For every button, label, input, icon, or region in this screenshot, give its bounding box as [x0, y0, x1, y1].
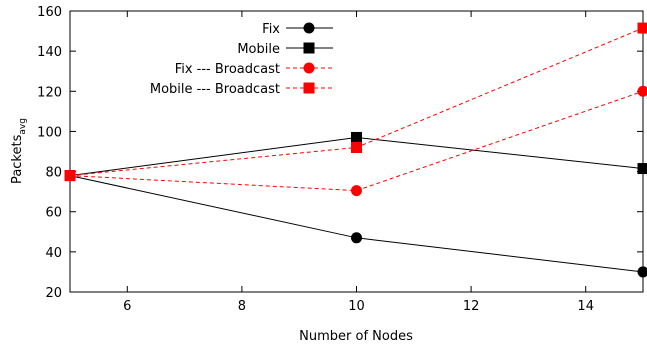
y-tick-label: 40: [45, 246, 62, 261]
y-tick-label: 140: [37, 45, 62, 60]
y-tick-label: 60: [45, 206, 62, 221]
legend: Fix Mobile Fix --- Broadcast Mobile --- Bro…: [150, 22, 333, 97]
legend-marker: [304, 83, 315, 94]
legend-marker: [304, 63, 315, 74]
data-point-series-4: [638, 23, 647, 34]
data-point-series-2: [638, 163, 647, 174]
data-point-series-2: [351, 132, 362, 143]
y-axis-label-subscript: avg: [18, 118, 28, 135]
x-tick-label: 6: [123, 299, 131, 314]
data-point-series-4: [351, 142, 362, 153]
data-point-series-1: [351, 232, 362, 243]
legend-label: Fix --- Broadcast: [175, 62, 280, 77]
x-axis-label: Number of Nodes: [299, 329, 413, 344]
y-axis-label: Packetsavg: [10, 118, 28, 184]
legend-marker: [304, 23, 315, 34]
y-axis-ticks: 20 40 60 80 100 120 140 160: [37, 5, 643, 301]
series-markers: [65, 23, 647, 278]
data-point-series-3: [351, 185, 362, 196]
y-tick-label: 20: [45, 286, 62, 301]
data-point-series-4: [65, 170, 76, 181]
series-line-4: [70, 28, 643, 176]
x-tick-label: 10: [348, 299, 365, 314]
legend-marker: [304, 43, 315, 54]
data-point-series-1: [638, 266, 647, 277]
x-tick-label: 8: [238, 299, 246, 314]
legend-label: Fix: [262, 22, 280, 37]
x-tick-label: 12: [463, 299, 480, 314]
x-axis-ticks: 6 8 10 12 14: [123, 11, 594, 314]
x-tick-label: 14: [577, 299, 594, 314]
data-point-series-3: [638, 86, 647, 97]
y-tick-label: 100: [37, 125, 62, 140]
y-tick-label: 80: [45, 166, 62, 181]
y-axis-label-main: Packets: [10, 134, 25, 184]
legend-label: Mobile --- Broadcast: [150, 82, 280, 97]
legend-label: Mobile: [237, 42, 280, 57]
y-tick-label: 160: [37, 5, 62, 20]
y-tick-label: 120: [37, 85, 62, 100]
